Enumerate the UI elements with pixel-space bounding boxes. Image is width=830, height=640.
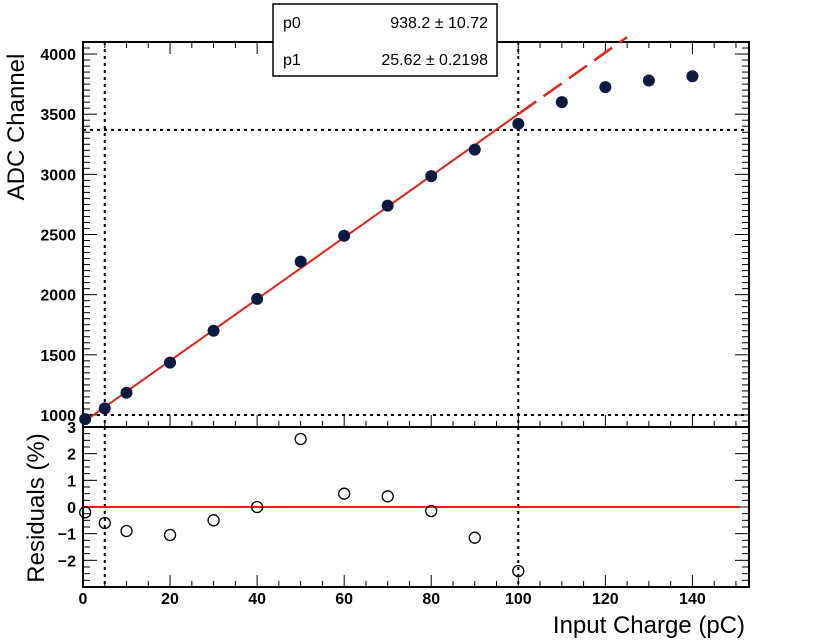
residual-point <box>79 506 92 519</box>
residual-point <box>250 500 264 514</box>
x-tick-label: 120 <box>592 591 619 608</box>
residual-point <box>338 487 351 500</box>
residual-point <box>98 516 111 530</box>
stats-p1-value: 25.62 ± 0.2198 <box>381 52 488 69</box>
data-point <box>98 402 111 415</box>
stats-p0-value: 938.2 ± 10.72 <box>390 15 488 32</box>
data-point <box>381 199 394 212</box>
x-tick-label: 100 <box>505 591 532 608</box>
stats-p0-name: p0 <box>283 15 301 32</box>
residuals-y-tick-label: 3 <box>67 420 76 437</box>
data-point <box>468 143 481 156</box>
y-tick-label: 3000 <box>40 167 76 184</box>
x-tick-label: 40 <box>248 591 266 608</box>
x-tick-label: 20 <box>161 591 179 608</box>
y-tick-label: 3500 <box>40 107 76 124</box>
fit-stats-box: p0 938.2 ± 10.72 p1 25.62 ± 0.2198 <box>272 3 498 77</box>
x-tick-label: 80 <box>422 591 440 608</box>
y-axis-title: ADC Channel <box>3 54 30 201</box>
residual-point <box>468 531 481 544</box>
data-point <box>512 117 525 130</box>
fit-extrapolation-line <box>517 36 628 116</box>
data-point <box>555 96 568 109</box>
residual-point <box>381 490 394 503</box>
data-point <box>599 81 612 94</box>
data-point <box>251 292 264 305</box>
x-tick-label: 140 <box>679 591 706 608</box>
residual-point <box>207 514 220 527</box>
x-axis-title: Input Charge (pC) <box>553 612 745 639</box>
fit-line <box>82 113 519 424</box>
residuals-y-tick-label: 2 <box>67 447 76 464</box>
main-plot-frame <box>82 41 750 428</box>
data-point <box>338 229 351 242</box>
residual-point <box>120 524 133 538</box>
residuals-y-tick-label: −1 <box>58 527 76 544</box>
residual-point <box>425 504 438 518</box>
data-point <box>207 324 220 337</box>
data-point <box>164 356 177 369</box>
stats-box-frame <box>272 3 498 77</box>
residuals-plot-panel: 0 20 40 60 80 100 120 140 −2 −1 0 1 2 3 <box>58 420 750 608</box>
x-tick-label: 60 <box>335 591 353 608</box>
residual-point <box>294 432 307 446</box>
data-point <box>686 70 699 83</box>
x-tick-label: 0 <box>79 591 88 608</box>
stats-p1-name: p1 <box>283 52 301 69</box>
residual-point <box>512 564 525 578</box>
y-tick-label: 1500 <box>40 348 76 365</box>
data-point <box>120 386 133 399</box>
y-tick-label: 1000 <box>40 408 76 425</box>
data-point <box>425 170 438 183</box>
residuals-y-tick-label: −2 <box>58 553 76 570</box>
data-point <box>294 255 307 268</box>
residuals-y-tick-label: 0 <box>67 500 76 517</box>
data-point <box>642 74 655 87</box>
y-tick-label: 4000 <box>40 47 76 64</box>
residuals-y-tick-label: 1 <box>67 473 76 490</box>
residuals-y-axis-title: Residuals (%) <box>23 433 50 582</box>
main-plot-panel: 1000 1500 2000 2500 3000 3500 4000 <box>40 36 750 428</box>
data-point <box>79 413 92 426</box>
y-tick-label: 2000 <box>40 288 76 305</box>
y-tick-label: 2500 <box>40 228 76 245</box>
residual-point <box>163 528 177 542</box>
